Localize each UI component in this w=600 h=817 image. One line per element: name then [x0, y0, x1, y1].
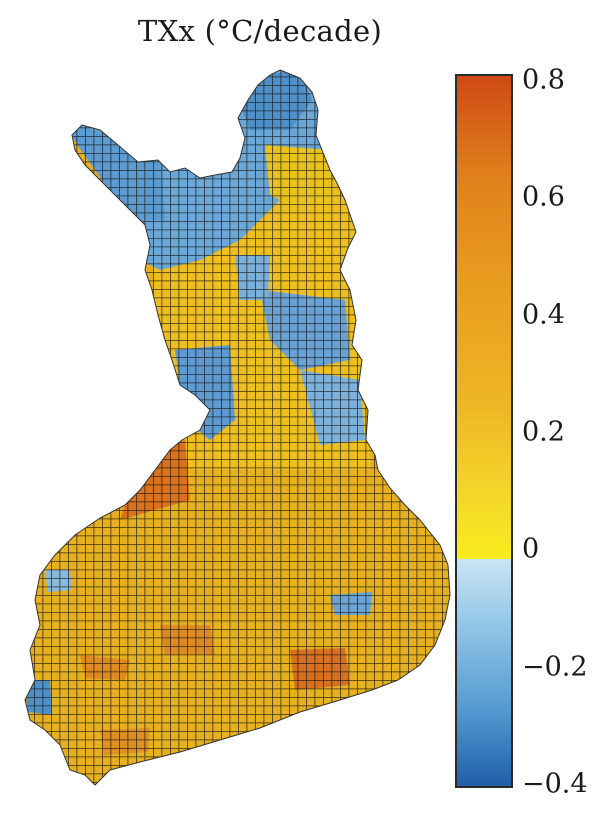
- colorbar: [455, 74, 513, 788]
- map-title: TXx (°C/decade): [137, 14, 383, 48]
- finland-outline: [24, 69, 451, 786]
